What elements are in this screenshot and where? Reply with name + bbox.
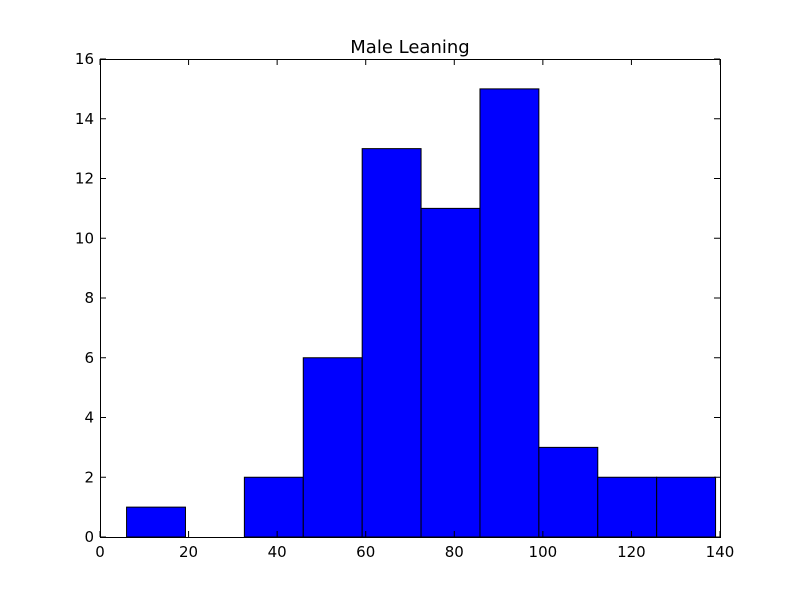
- y-tick-label-1: 2: [84, 468, 94, 486]
- x-tick-label-1: 20: [179, 543, 198, 561]
- y-tick-label-4: 8: [84, 289, 94, 307]
- y-tick-label-2: 4: [84, 409, 94, 427]
- x-tick-label-0: 0: [95, 543, 105, 561]
- tick-labels-group: 0 20 40 60 80 100 120 140 0 2 4 6 8 10 12 14 16: [75, 50, 734, 561]
- histogram-bar-6: [479, 88, 540, 538]
- y-tick-label-8: 16: [75, 50, 94, 68]
- chart-title: Male Leaning: [350, 37, 469, 58]
- histogram-bar-0: [126, 506, 186, 538]
- histogram-bar-3: [302, 357, 363, 538]
- x-tick-label-3: 60: [356, 543, 375, 561]
- x-tick-label-2: 40: [268, 543, 287, 561]
- histogram-bar-4: [361, 148, 422, 538]
- histogram-bar-5: [420, 207, 481, 538]
- y-tick-label-3: 6: [84, 349, 94, 367]
- x-tick-label-4: 80: [445, 543, 464, 561]
- y-tick-label-6: 12: [75, 170, 94, 188]
- x-tick-label-6: 120: [617, 543, 646, 561]
- x-tick-label-7: 140: [706, 543, 735, 561]
- histogram-bar-9: [656, 476, 717, 538]
- histogram-bar-8: [597, 476, 658, 538]
- y-tick-label-7: 14: [75, 110, 94, 128]
- histogram-bar-7: [538, 446, 599, 538]
- histogram-bar-2: [243, 476, 304, 538]
- y-tick-label-0: 0: [84, 528, 94, 546]
- bars-group: [126, 88, 717, 538]
- x-tick-label-5: 100: [529, 543, 558, 561]
- y-tick-label-5: 10: [75, 229, 94, 247]
- plot-frame: [100, 59, 721, 538]
